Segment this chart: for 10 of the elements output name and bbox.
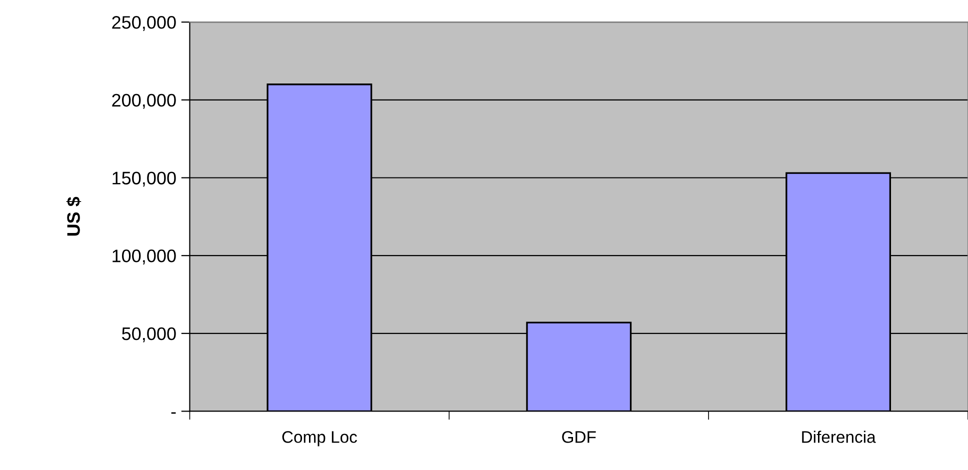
y-tick-label: 250,000	[112, 16, 176, 31]
x-tick-label: GDF	[562, 431, 596, 443]
y-axis-title: US $	[66, 196, 82, 236]
y-tick-label: 200,000	[112, 94, 176, 109]
y-tick-label: 100,000	[112, 250, 176, 264]
x-tick-label: Diferencia	[802, 430, 876, 443]
x-tick-label: Comp Loc	[282, 431, 357, 446]
y-tick-label: 50,000	[122, 327, 176, 342]
y-tick-label: 150,000	[112, 172, 176, 187]
y-tick-label: -	[171, 412, 176, 414]
